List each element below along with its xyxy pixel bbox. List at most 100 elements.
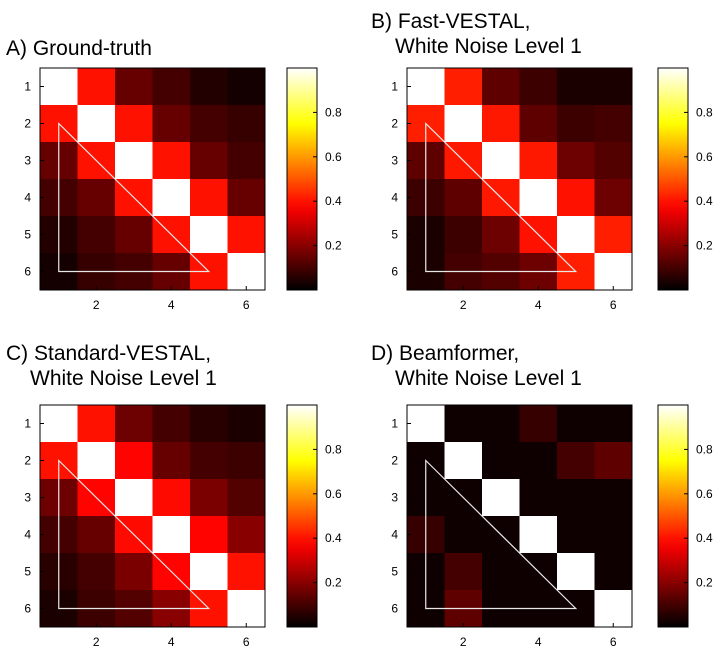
heatmap-frame <box>406 404 633 628</box>
heatmap-cell-r2-c4 <box>152 442 191 480</box>
x-tick-label: 4 <box>535 635 542 649</box>
heatmap-cell-r2-c2 <box>444 442 483 480</box>
colorbar-tick-label: 0.6 <box>696 487 713 501</box>
y-tick-label: 1 <box>391 80 398 94</box>
heatmap-cell-r3-c6 <box>227 479 266 517</box>
heatmap-cell-r2-c3 <box>115 442 153 480</box>
heatmap-cell-r1-c6 <box>594 68 633 106</box>
colorbar <box>286 67 318 291</box>
colorbar-tick-label: 0.4 <box>696 194 713 208</box>
y-tick-label: 3 <box>391 154 398 168</box>
heatmap-cell-r5-c5 <box>190 216 228 254</box>
heatmap-cell-r5-c2 <box>77 216 116 254</box>
heatmap-cell-r2-c4 <box>152 105 191 143</box>
heatmap-cell-r4-c2 <box>77 179 116 217</box>
colorbar <box>286 404 318 628</box>
heatmap-cell-r4-c4 <box>152 516 191 554</box>
panel-d: D) Beamformer, White Noise Level 1 1 2 3 4 5… <box>363 331 727 663</box>
x-tick-label: 6 <box>610 298 617 312</box>
heatmap-cell-r6-c6 <box>227 590 266 628</box>
x-tick-label: 6 <box>243 298 250 312</box>
heatmap-cell-r1-c5 <box>557 405 595 443</box>
y-tick-label: 5 <box>391 565 398 579</box>
y-tick-label: 3 <box>24 154 31 168</box>
heatmap-cell-r4-c5 <box>557 179 595 217</box>
panel-c: C) Standard-VESTAL, White Noise Level 1 … <box>0 331 363 663</box>
y-tick-label: 6 <box>391 265 398 279</box>
heatmap-cell-r5-c3 <box>482 553 520 591</box>
heatmap-cell-r3-c3 <box>115 142 153 180</box>
y-tick-label: 2 <box>391 117 398 131</box>
heatmap-cell-r3-c6 <box>594 479 633 517</box>
heatmap-cell-r4-c2 <box>444 179 483 217</box>
y-tick-label: 2 <box>391 454 398 468</box>
colorbar <box>657 404 689 628</box>
panel-c-chart: 1 2 3 4 5 6 2 4 6 0.2 0.4 0.6 0.8 <box>24 404 342 649</box>
y-tick-label: 5 <box>391 228 398 242</box>
heatmap-cell-r2-c2 <box>77 442 116 480</box>
heatmap-cell-r3-c4 <box>152 142 191 180</box>
colorbar-tick-label: 0.4 <box>325 531 342 545</box>
heatmap-cell-r4-c5 <box>190 516 228 554</box>
heatmap-cell-r1-c1 <box>407 68 445 106</box>
colorbar-tick-label: 0.6 <box>325 487 342 501</box>
y-tick-label: 1 <box>24 417 31 431</box>
triangle-annotation <box>58 459 211 610</box>
panel-c-title-line-1: C) Standard-VESTAL, <box>6 342 212 365</box>
heatmap-cell-r3-c4 <box>152 479 191 517</box>
colorbar-tick-label: 0.2 <box>696 576 713 590</box>
heatmap-cell-r1-c1 <box>40 405 78 443</box>
panel-d-title: D) Beamformer, White Noise Level 1 <box>371 341 582 391</box>
heatmap-cell-r1-c2 <box>77 405 116 443</box>
heatmap-cell-r2-c6 <box>227 105 266 143</box>
y-tick-label: 1 <box>391 417 398 431</box>
heatmap-cell-r2-c6 <box>594 442 633 480</box>
x-tick-label: 6 <box>243 635 250 649</box>
panel-b-title: B) Fast-VESTAL, White Noise Level 1 <box>371 9 582 59</box>
heatmap-cell-r1-c5 <box>557 68 595 106</box>
heatmap-cell-r3-c3 <box>115 479 153 517</box>
heatmap-frame <box>406 67 633 291</box>
heatmap-cell-r5-c2 <box>77 553 116 591</box>
heatmap-cell-r2-c5 <box>190 442 228 480</box>
heatmap-cell-r4-c5 <box>190 179 228 217</box>
heatmap-cell-r4-c5 <box>557 516 595 554</box>
heatmap-cell-r3-c5 <box>557 142 595 180</box>
colorbar-tick-label: 0.8 <box>325 105 342 119</box>
heatmap-cell-r2-c2 <box>444 105 483 143</box>
panel-b-title-line-2: White Noise Level 1 <box>395 35 582 58</box>
x-tick-label: 2 <box>460 635 467 649</box>
heatmap-cell-r1-c6 <box>594 405 633 443</box>
y-tick-label: 3 <box>24 491 31 505</box>
y-tick-label: 2 <box>24 117 31 131</box>
y-tick-label: 6 <box>24 265 31 279</box>
heatmap-cell-r5-c3 <box>115 553 153 591</box>
heatmap-cell-r3-c6 <box>594 142 633 180</box>
y-tick-label: 5 <box>24 565 31 579</box>
heatmap-cell-r5-c6 <box>594 216 633 254</box>
heatmap-cell-r2-c5 <box>190 105 228 143</box>
panel-b-chart: 1 2 3 4 5 6 2 4 6 0.2 0.4 0.6 0.8 <box>391 67 713 312</box>
heatmap-cell-r1-c5 <box>190 405 228 443</box>
heatmap-cell-r3-c5 <box>190 142 228 180</box>
heatmap-cell-r2-c5 <box>557 442 595 480</box>
triangle-annotation <box>425 122 578 273</box>
heatmap-cell-r5-c6 <box>227 553 266 591</box>
heatmap-cell-r4-c6 <box>594 516 633 554</box>
panel-a-title: A) Ground-truth <box>6 36 152 61</box>
heatmap-frame <box>39 404 266 628</box>
panel-a-chart: 1 2 3 4 5 6 2 4 6 0.2 0.4 0.6 0.8 <box>24 67 342 312</box>
heatmap-cell-r2-c4 <box>519 105 558 143</box>
heatmap-cell-r3-c4 <box>519 142 558 180</box>
heatmap-cell-r2-c3 <box>482 105 520 143</box>
colorbar <box>657 67 689 291</box>
heatmap-cell-r2-c3 <box>115 105 153 143</box>
heatmap-cell-r5-c5 <box>190 553 228 591</box>
heatmap-cell-r3-c4 <box>519 479 558 517</box>
x-tick-label: 6 <box>610 635 617 649</box>
heatmap-cell-r2-c6 <box>227 442 266 480</box>
y-tick-label: 1 <box>24 80 31 94</box>
heatmap-cell-r1-c4 <box>519 405 558 443</box>
heatmap-cell-r6-c6 <box>594 590 633 628</box>
heatmap-cell-r3-c5 <box>557 479 595 517</box>
